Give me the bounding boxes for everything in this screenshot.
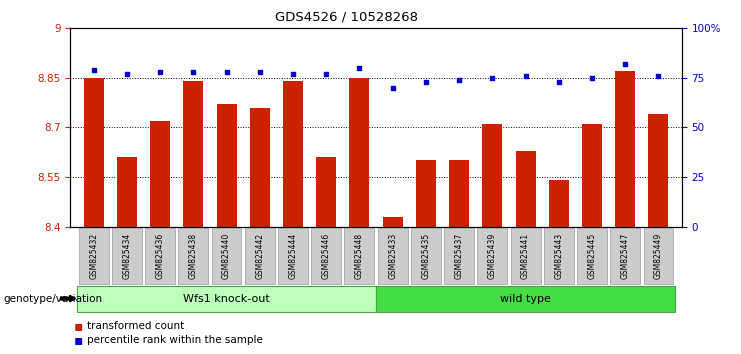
Bar (482, 124, 502, 227)
Bar (350, 78, 370, 227)
Bar (84, 78, 104, 227)
Bar (117, 157, 137, 227)
Point (121, 71, 133, 77)
Text: GSM825440: GSM825440 (222, 233, 231, 279)
Bar (382, 217, 402, 227)
FancyBboxPatch shape (145, 228, 175, 284)
Text: GDS4526 / 10528268: GDS4526 / 10528268 (275, 11, 418, 24)
Text: ▪: ▪ (74, 333, 84, 347)
Text: GSM825443: GSM825443 (554, 233, 563, 279)
Text: GSM825446: GSM825446 (322, 233, 330, 279)
Text: GSM825434: GSM825434 (122, 233, 131, 279)
Bar (582, 124, 602, 227)
Bar (648, 114, 668, 227)
Bar (449, 160, 469, 227)
FancyBboxPatch shape (411, 228, 441, 284)
Point (519, 73, 531, 79)
Point (154, 69, 166, 75)
FancyBboxPatch shape (378, 228, 408, 284)
FancyBboxPatch shape (79, 228, 109, 284)
Text: GSM825433: GSM825433 (388, 233, 397, 279)
FancyBboxPatch shape (444, 228, 474, 284)
Point (87, 67, 99, 73)
Bar (516, 150, 536, 227)
Point (619, 61, 631, 67)
FancyBboxPatch shape (511, 228, 540, 284)
Point (287, 71, 299, 77)
Bar (216, 104, 236, 227)
Text: GSM825432: GSM825432 (89, 233, 98, 279)
Text: genotype/variation: genotype/variation (4, 293, 103, 304)
Text: Wfs1 knock-out: Wfs1 knock-out (183, 293, 270, 304)
FancyBboxPatch shape (345, 228, 374, 284)
Point (553, 79, 565, 85)
Point (486, 75, 498, 81)
Text: GSM825437: GSM825437 (455, 233, 464, 279)
Text: GSM825439: GSM825439 (488, 233, 497, 279)
Text: GSM825438: GSM825438 (189, 233, 198, 279)
Bar (416, 160, 436, 227)
Point (187, 69, 199, 75)
Point (254, 69, 266, 75)
Text: GSM825447: GSM825447 (621, 233, 630, 279)
Point (387, 85, 399, 91)
FancyBboxPatch shape (477, 228, 508, 284)
FancyBboxPatch shape (245, 228, 275, 284)
Bar (615, 71, 635, 227)
Text: GSM825444: GSM825444 (288, 233, 297, 279)
Point (653, 73, 665, 79)
Point (453, 77, 465, 83)
FancyBboxPatch shape (544, 228, 574, 284)
Point (353, 65, 365, 71)
Text: GSM825435: GSM825435 (422, 233, 431, 279)
Bar (150, 121, 170, 227)
FancyBboxPatch shape (643, 228, 674, 284)
FancyBboxPatch shape (376, 286, 675, 312)
Point (586, 75, 598, 81)
FancyBboxPatch shape (77, 286, 376, 312)
FancyBboxPatch shape (112, 228, 142, 284)
Bar (183, 81, 203, 227)
Text: GSM825436: GSM825436 (156, 233, 165, 279)
Point (420, 79, 432, 85)
Point (320, 71, 332, 77)
Bar (316, 157, 336, 227)
FancyBboxPatch shape (278, 228, 308, 284)
Point (221, 69, 233, 75)
Text: percentile rank within the sample: percentile rank within the sample (87, 335, 262, 345)
Text: ▪: ▪ (74, 319, 84, 333)
FancyBboxPatch shape (577, 228, 607, 284)
Text: GSM825441: GSM825441 (521, 233, 530, 279)
Bar (549, 180, 569, 227)
FancyBboxPatch shape (611, 228, 640, 284)
Text: GSM825442: GSM825442 (255, 233, 265, 279)
Text: wild type: wild type (500, 293, 551, 304)
Text: transformed count: transformed count (87, 321, 184, 331)
Bar (283, 81, 303, 227)
Text: GSM825449: GSM825449 (654, 233, 663, 279)
FancyBboxPatch shape (311, 228, 341, 284)
FancyBboxPatch shape (212, 228, 242, 284)
Bar (250, 108, 270, 227)
Text: GSM825445: GSM825445 (588, 233, 597, 279)
Text: GSM825448: GSM825448 (355, 233, 364, 279)
FancyBboxPatch shape (179, 228, 208, 284)
